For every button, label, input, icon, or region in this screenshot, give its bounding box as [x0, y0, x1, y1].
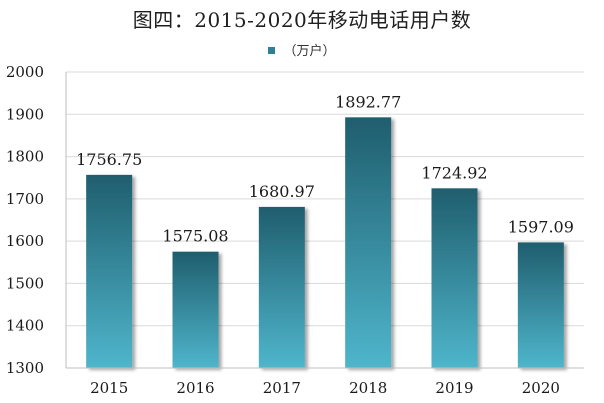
- bar: [517, 242, 564, 368]
- x-tick-label: 2015: [90, 379, 128, 397]
- y-tick-label: 1700: [6, 190, 44, 208]
- x-tick-label: 2019: [435, 379, 473, 397]
- y-tick-label: 1500: [6, 274, 44, 292]
- data-label: 1575.08: [162, 227, 228, 246]
- chart-legend: （万户）: [0, 40, 604, 59]
- legend-label: （万户）: [283, 44, 336, 59]
- data-label: 1756.75: [76, 150, 142, 169]
- data-label: 1892.77: [335, 92, 401, 111]
- data-label: 1680.97: [249, 182, 315, 201]
- x-tick-label: 2020: [522, 379, 560, 397]
- y-tick-label: 1400: [6, 317, 44, 335]
- x-tick-label: 2018: [349, 379, 387, 397]
- bar: [431, 188, 478, 368]
- bar: [86, 174, 133, 368]
- y-tick-label: 1800: [6, 148, 44, 166]
- bar: [345, 117, 392, 368]
- data-label: 1724.92: [421, 163, 487, 182]
- legend-swatch: [268, 47, 276, 54]
- data-label: 1597.09: [508, 217, 574, 236]
- y-tick-label: 1300: [6, 359, 44, 377]
- x-tick-label: 2017: [263, 379, 301, 397]
- y-tick-label: 1600: [6, 232, 44, 250]
- y-tick-label: 2000: [6, 63, 44, 81]
- y-tick-label: 1900: [6, 105, 44, 123]
- chart-title: 图四：2015-2020年移动电话用户数: [132, 8, 472, 32]
- x-tick-label: 2016: [176, 379, 214, 397]
- bar: [172, 251, 219, 368]
- bar: [258, 206, 305, 368]
